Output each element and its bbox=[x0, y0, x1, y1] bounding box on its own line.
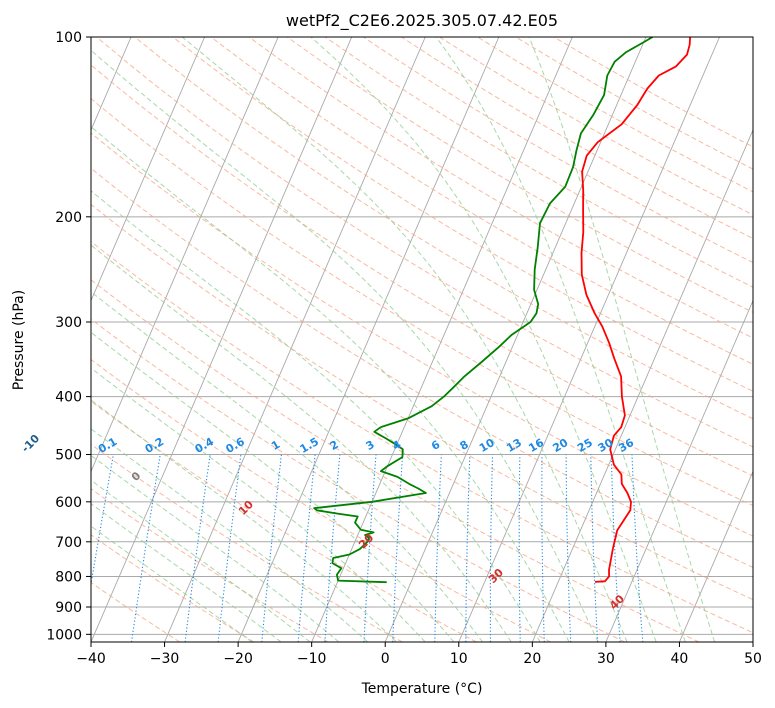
dry-adiabat-line bbox=[91, 279, 700, 642]
isotherm-line bbox=[237, 37, 500, 642]
y-tick-label: 400 bbox=[55, 390, 82, 406]
y-tick-label: 300 bbox=[55, 315, 82, 331]
x-tick-label: 20 bbox=[523, 651, 541, 667]
dry-adiabat-line bbox=[91, 488, 329, 642]
moist-adiabat-line bbox=[91, 331, 455, 642]
dry-adiabat-line bbox=[134, 37, 753, 420]
moist-adiabat-line bbox=[91, 428, 369, 642]
dry-adiabat-line bbox=[91, 400, 477, 642]
moist-adiabat-line bbox=[91, 190, 541, 642]
y-tick-label: 500 bbox=[55, 448, 82, 464]
mixing-ratio-line bbox=[130, 454, 161, 642]
x-axis-label: Temperature (°C) bbox=[361, 681, 483, 697]
x-tick-label: 30 bbox=[597, 651, 615, 667]
y-tick-label: 100 bbox=[55, 30, 82, 46]
x-tick-label: 0 bbox=[381, 651, 390, 667]
dry-adiabat-line bbox=[286, 37, 753, 313]
chart-title: wetPf2_C2E6.2025.305.07.42.E05 bbox=[286, 11, 558, 31]
moist-adiabat-line bbox=[91, 291, 483, 642]
moist-adiabat-line bbox=[181, 37, 628, 642]
dewpoint-profile-line bbox=[313, 37, 654, 584]
moist-adiabat-line bbox=[91, 244, 512, 642]
isotherm-line bbox=[679, 470, 753, 642]
dry-adiabat-line bbox=[91, 443, 403, 642]
y-tick-label: 200 bbox=[55, 210, 82, 226]
moist-adiabat-line bbox=[435, 37, 686, 642]
isotherm-line bbox=[91, 37, 206, 302]
moist-adiabat-line bbox=[91, 525, 253, 642]
isotherm-line bbox=[531, 128, 753, 642]
isotherm-line bbox=[605, 299, 753, 642]
mixing-ratio-line bbox=[91, 454, 114, 588]
y-tick-label: 600 bbox=[55, 495, 82, 511]
moist-adiabat-line bbox=[91, 49, 599, 642]
y-axis: 100 200 300 400 500 600 700 800 900 1000 bbox=[46, 30, 91, 643]
x-tick-label: 40 bbox=[671, 651, 689, 667]
moist-adiabat-line bbox=[310, 37, 657, 642]
y-axis-label: Pressure (hPa) bbox=[11, 290, 27, 390]
dry-adiabat-line bbox=[324, 37, 753, 288]
isotherm-line bbox=[91, 37, 353, 642]
dry-adiabat-line bbox=[91, 167, 753, 568]
dry-adiabat-line bbox=[91, 240, 753, 634]
isotherm-line bbox=[458, 37, 720, 642]
moist-adiabat-line bbox=[528, 37, 716, 642]
y-tick-label: 1000 bbox=[46, 627, 82, 643]
dry-adiabat-line bbox=[91, 358, 551, 642]
x-tick-label: −40 bbox=[76, 651, 106, 667]
mixing-ratio-line bbox=[184, 454, 211, 642]
y-tick-label: 700 bbox=[55, 535, 82, 551]
dry-adiabat-line bbox=[172, 37, 753, 392]
temperature-profile-line bbox=[580, 37, 691, 583]
moist-adiabat-line bbox=[91, 367, 426, 642]
moist-adiabat-line bbox=[91, 126, 570, 642]
grid-layer bbox=[91, 37, 753, 642]
isotherm-line bbox=[164, 37, 426, 642]
isotherm-line bbox=[91, 37, 279, 473]
series-layer bbox=[313, 37, 691, 584]
plot-frame bbox=[90, 36, 754, 643]
mixing-ratio-line bbox=[217, 454, 242, 642]
x-tick-label: 10 bbox=[450, 651, 468, 667]
x-tick-label: −30 bbox=[150, 651, 180, 667]
dry-adiabat-line bbox=[91, 581, 180, 642]
y-tick-label: 900 bbox=[55, 600, 82, 616]
dry-adiabat-line bbox=[96, 37, 753, 448]
y-tick-label: 800 bbox=[55, 569, 82, 585]
isotherm-line bbox=[311, 37, 573, 642]
x-tick-label: 50 bbox=[744, 651, 762, 667]
x-tick-label: −10 bbox=[297, 651, 327, 667]
moist-adiabat-line bbox=[91, 454, 340, 642]
dry-adiabat-line bbox=[91, 132, 753, 537]
dry-adiabat-line bbox=[91, 97, 753, 507]
x-axis: −40 −30 −20 −10 0 10 20 30 40 50 bbox=[76, 642, 762, 667]
x-tick-label: −20 bbox=[223, 651, 253, 667]
